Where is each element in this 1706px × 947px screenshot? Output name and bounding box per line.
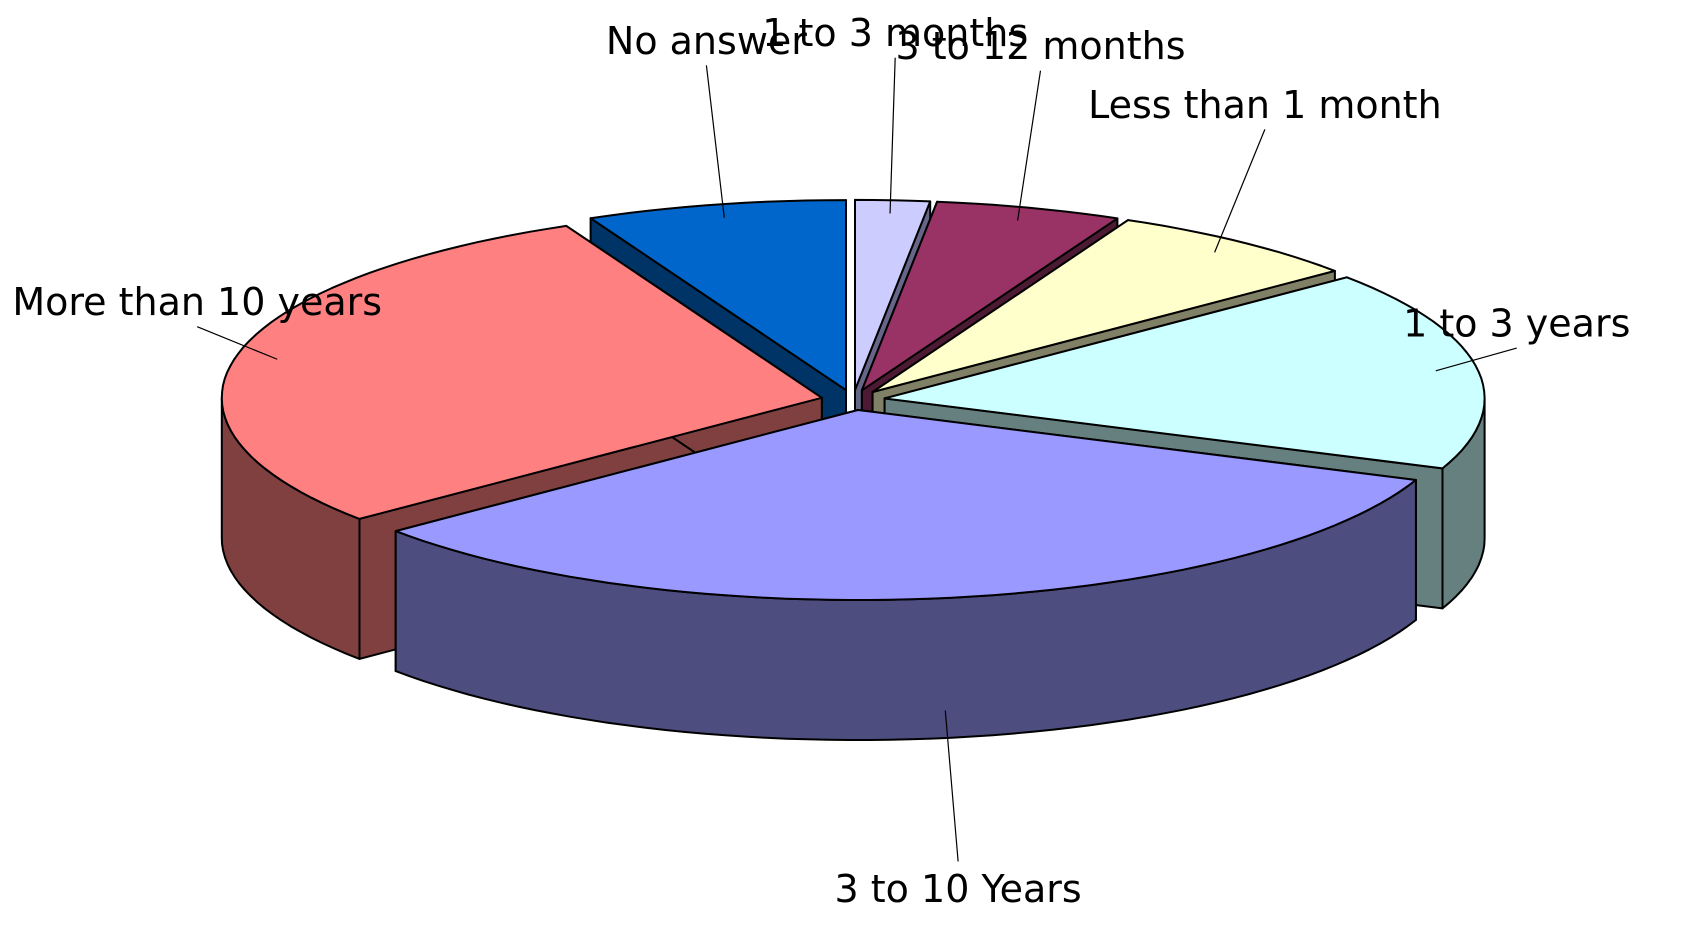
slice-label: 1 to 3 years (1403, 302, 1630, 346)
slice-label: 3 to 12 months (895, 24, 1185, 68)
slice-label: No answer (606, 19, 807, 63)
slice (220, 224, 823, 520)
slice (589, 199, 847, 392)
slice-label: 1 to 3 months (762, 11, 1028, 55)
leader-line (1214, 129, 1266, 253)
leader-line (705, 65, 725, 218)
leader-line (1017, 70, 1042, 221)
slice (854, 198, 932, 391)
slice-label: 3 to 10 Years (835, 867, 1082, 911)
slice (860, 200, 1119, 392)
leader-line (889, 57, 896, 214)
slice (883, 276, 1486, 470)
leader-line (196, 326, 278, 360)
slice-label: Less than 1 month (1088, 83, 1442, 127)
slice (871, 219, 1336, 393)
leader-line (944, 710, 959, 862)
slice (394, 409, 1417, 601)
leader-line (1435, 347, 1517, 372)
slice (394, 409, 1417, 741)
slice-label: More than 10 years (12, 280, 382, 324)
